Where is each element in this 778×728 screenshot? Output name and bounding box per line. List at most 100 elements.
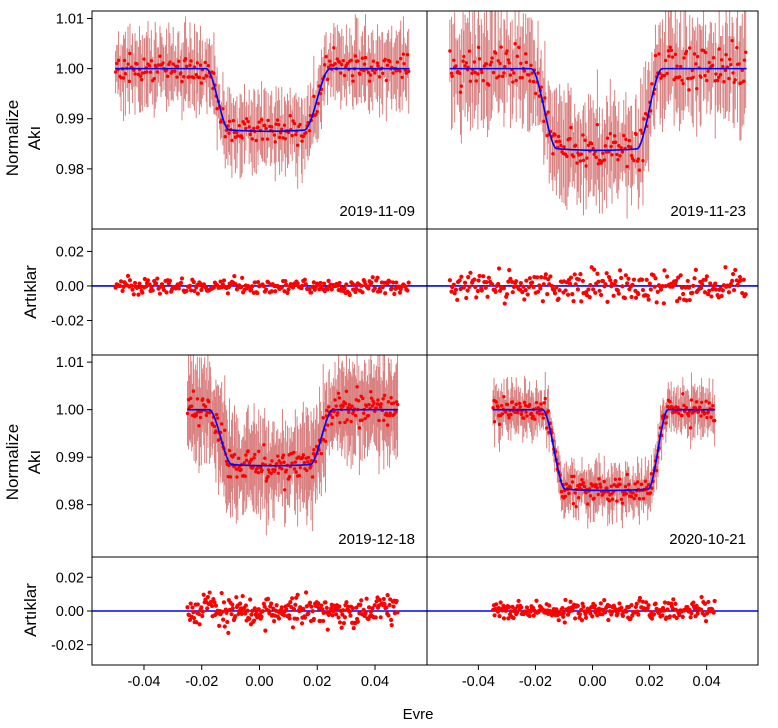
flux-point: [703, 50, 708, 55]
residual-point: [579, 299, 584, 304]
flux-point: [341, 59, 345, 63]
flux-ytick-label: 0.98: [56, 498, 84, 514]
flux-point: [257, 449, 261, 454]
residual-point: [690, 290, 695, 295]
residual-point: [598, 601, 603, 606]
flux-point: [546, 110, 550, 114]
date-label: 2019-11-23: [670, 203, 746, 220]
flux-point: [165, 74, 170, 79]
flux-point: [512, 405, 516, 410]
residual-point: [576, 277, 581, 282]
flux-point: [592, 152, 596, 157]
residual-point: [195, 602, 200, 607]
flux-point: [523, 403, 528, 408]
flux-point: [382, 393, 387, 398]
flux-point: [666, 49, 671, 53]
flux-point: [572, 474, 576, 479]
residual-point: [348, 613, 353, 618]
flux-ytick-label: 1.01: [56, 355, 84, 371]
residual-plot-area: [92, 590, 427, 635]
residual-point: [492, 613, 497, 618]
residual-point: [651, 612, 657, 617]
flux-point: [592, 496, 596, 500]
residual-point: [178, 280, 184, 286]
flux-point: [613, 140, 618, 144]
residual-point: [225, 619, 230, 625]
residual-point: [506, 616, 511, 621]
flux-point: [256, 470, 261, 475]
residual-point: [713, 287, 719, 292]
residual-point: [542, 275, 547, 280]
flux-point: [727, 57, 732, 61]
residual-point: [192, 288, 197, 294]
flux-point: [717, 47, 721, 51]
residual-point: [303, 590, 309, 595]
flux-point: [357, 399, 361, 403]
flux-point: [240, 136, 244, 140]
flux-point: [584, 491, 588, 495]
residual-point: [658, 287, 664, 292]
residual-point: [688, 615, 693, 620]
residual-point: [389, 617, 394, 623]
residual-point: [368, 609, 373, 614]
residual-point: [465, 288, 470, 293]
flux-point: [246, 119, 250, 124]
flux-point: [172, 69, 177, 73]
xtick-label: 0.02: [303, 674, 331, 690]
flux-point: [191, 389, 196, 393]
residual-point: [501, 616, 507, 621]
flux-point: [648, 491, 653, 495]
flux-point: [527, 403, 532, 407]
residual-point: [187, 283, 193, 288]
flux-point: [360, 56, 365, 60]
flux-point: [462, 54, 466, 59]
flux-point: [246, 449, 250, 453]
flux-point: [450, 74, 454, 79]
flux-point: [264, 126, 268, 131]
flux-point: [276, 454, 280, 458]
flux-point: [536, 71, 540, 75]
residual-point: [392, 291, 397, 297]
flux-point: [625, 164, 629, 169]
flux-point: [343, 401, 348, 406]
flux-point: [633, 482, 637, 486]
resid-ytick-label: 0.02: [56, 244, 84, 260]
flux-point: [688, 46, 692, 50]
residual-point: [661, 301, 666, 306]
flux-point: [252, 456, 256, 460]
y-axis-label-flux-top-1: Normalize: [3, 100, 22, 177]
residual-point: [494, 602, 499, 607]
date-label: 2019-12-18: [338, 531, 415, 548]
flux-point: [266, 118, 270, 123]
residual-point: [384, 605, 389, 610]
residual-point: [282, 613, 287, 618]
flux-point: [228, 475, 233, 479]
residual-point: [283, 278, 288, 284]
residual-point: [221, 278, 227, 283]
flux-point: [596, 162, 601, 166]
residual-point: [510, 290, 515, 295]
residual-point: [319, 603, 324, 608]
residual-point: [284, 607, 289, 612]
flux-point: [493, 51, 498, 55]
flux-point: [608, 132, 612, 136]
residual-point: [239, 284, 244, 290]
flux-point: [371, 59, 376, 63]
residual-point: [318, 280, 323, 286]
residual-point: [201, 592, 206, 597]
flux-point: [269, 471, 273, 476]
residual-point: [603, 282, 608, 287]
flux-point: [594, 483, 598, 487]
flux-point: [128, 51, 132, 56]
flux-point: [617, 477, 622, 481]
flux-point: [541, 416, 546, 420]
residual-point: [300, 283, 305, 288]
residual-point: [366, 286, 371, 291]
residual-point: [708, 281, 713, 286]
residual-point: [240, 275, 245, 280]
flux-point: [295, 143, 300, 147]
flux-point: [244, 126, 248, 131]
flux-point: [293, 460, 298, 464]
residual-point: [654, 300, 659, 305]
flux-point: [684, 406, 689, 410]
